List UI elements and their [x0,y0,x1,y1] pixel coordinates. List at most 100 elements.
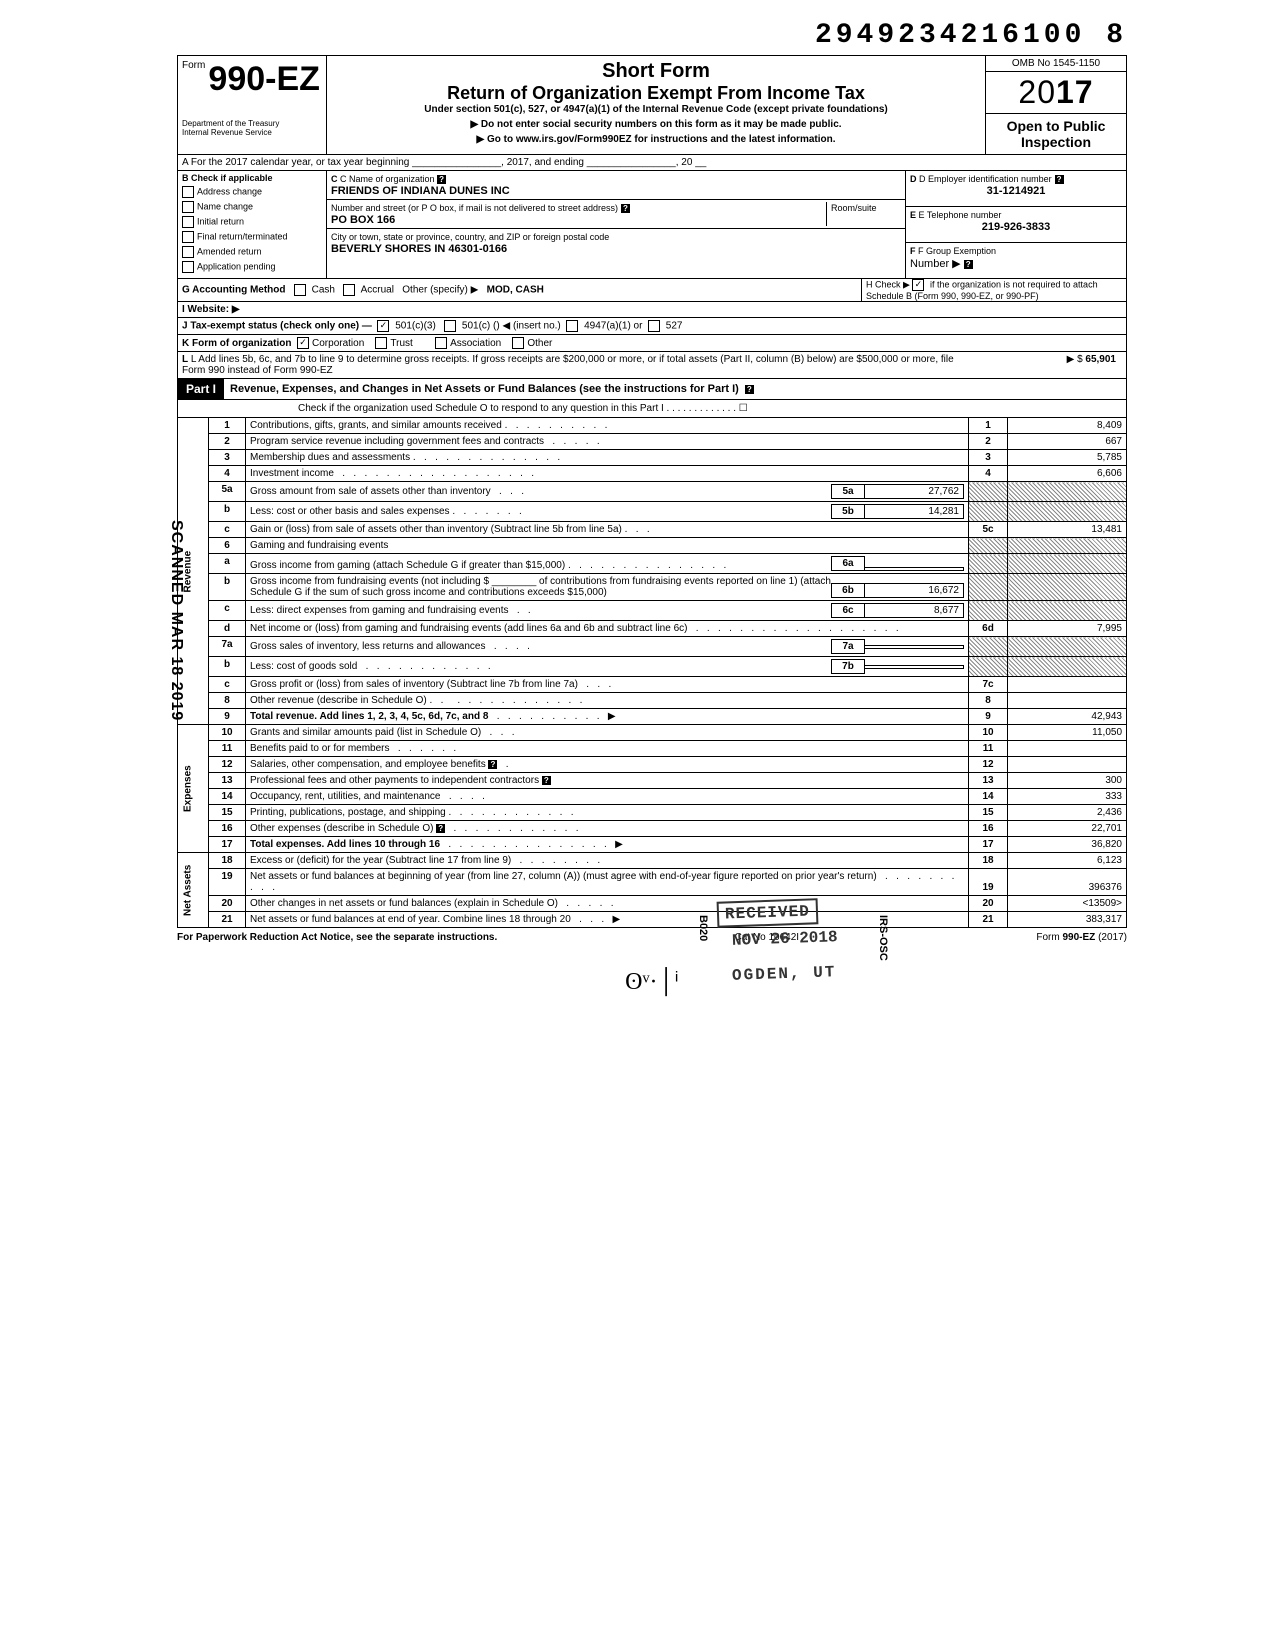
line-10-amount: 11,050 [1008,725,1127,741]
line-2-amount: 667 [1008,434,1127,450]
checkbox-name-change[interactable] [182,201,194,213]
line-6a-amount [865,567,964,571]
checkbox-527[interactable] [648,320,660,332]
org-name: FRIENDS OF INDIANA DUNES INC [331,185,510,197]
section-netassets-label: Net Assets [178,853,209,928]
main-info-block: B Check if applicable Address change Nam… [177,171,1127,279]
line-21-amount: 383,317 [1008,912,1127,928]
city-label: City or town, state or province, country… [331,232,609,242]
info-rows: G Accounting Method Cash Accrual Other (… [177,279,1127,352]
row-j-label: J Tax-exempt status (check only one) — [182,321,372,332]
checkbox-501c3[interactable] [377,320,389,332]
line-16-amount: 22,701 [1008,821,1127,837]
line-5c-amount: 13,481 [1008,522,1127,538]
received-date-stamp: NOV 26 2018 [732,928,838,950]
line-5a-amount: 27,762 [865,484,964,499]
column-c-org-info: C C Name of organization ? FRIENDS OF IN… [327,171,905,278]
received-stamp: RECEIVED [717,898,819,928]
checkbox-cash[interactable] [294,284,306,296]
line-15-amount: 2,436 [1008,805,1127,821]
org-address: PO BOX 166 [331,214,395,226]
line-6c-amount: 8,677 [865,603,964,618]
line-18-amount: 6,123 [1008,853,1127,869]
footer-form: Form 990-EZ (2017) [1036,932,1127,943]
dept-irs: Internal Revenue Service [182,128,322,137]
goto-instructions: ▶ Go to www.irs.gov/Form990EZ for instru… [335,134,977,145]
row-k-label: K Form of organization [182,338,291,349]
line-5b-amount: 14,281 [865,504,964,519]
line-17-total-expenses: 36,820 [1008,837,1127,853]
line-6b-amount: 16,672 [865,583,964,598]
footer-paperwork: For Paperwork Reduction Act Notice, see … [177,932,497,943]
handwritten-initials: ʘᵛ·│ⁱ [177,967,1127,996]
addr-label: Number and street (or P O box, if mail i… [331,203,618,213]
section-expenses-label: Expenses [178,725,209,853]
line-13-amount: 300 [1008,773,1127,789]
subtitle: Under section 501(c), 527, or 4947(a)(1)… [335,104,977,115]
omb-number: OMB No 1545-1150 [986,56,1126,72]
checkbox-initial-return[interactable] [182,216,194,228]
ein-value: 31-1214921 [910,185,1122,197]
checkbox-association[interactable] [435,337,447,349]
room-label: Room/suite [831,203,877,213]
line-19-amount: 396376 [1008,869,1127,896]
gross-receipts-amount: 65,901 [1085,354,1116,365]
short-form-label: Short Form [335,60,977,83]
checkbox-corporation[interactable] [297,337,309,349]
schedule-o-check: Check if the organization used Schedule … [177,400,1127,418]
checkbox-trust[interactable] [375,337,387,349]
return-title: Return of Organization Exempt From Incom… [335,83,977,104]
form-prefix: Form [182,60,205,71]
checkbox-final-return[interactable] [182,231,194,243]
row-i-website: I Website: ▶ [182,304,240,315]
checkbox-501c[interactable] [444,320,456,332]
irs-osc-stamp: IRS-OSC [877,915,889,961]
tel-label: E E Telephone number [910,210,1001,220]
checkbox-amended[interactable] [182,246,194,258]
line-3-amount: 5,785 [1008,450,1127,466]
open-to-public: Open to Public Inspection [986,114,1126,154]
row-a-calendar-year: A For the 2017 calendar year, or tax yea… [177,155,1127,171]
group-exemption-label: F F Group Exemption [910,246,996,256]
org-city: BEVERLY SHORES IN 46301-0166 [331,243,507,255]
b020-stamp: B020 [697,915,709,941]
dept-treasury: Department of the Treasury [182,119,322,128]
ein-label: D D Employer identification number [910,174,1052,184]
col-b-label: B Check if applicable [182,173,322,183]
form-990ez-page: 2949234216100 8 SCANNED MAR 18 2019 Form… [177,20,1127,996]
ogden-stamp: OGDEN, UT [732,963,837,985]
section-revenue-label: Revenue [178,418,209,725]
year-box: OMB No 1545-1150 2017 Open to Public Ins… [985,56,1126,154]
tax-year: 2017 [986,72,1126,114]
part-1-label: Part I [178,379,224,399]
form-header: Form 990-EZ Department of the Treasury I… [177,55,1127,155]
checkbox-h[interactable] [912,279,924,291]
revenue-expense-table: Revenue 1 Contributions, gifts, grants, … [177,418,1127,928]
column-b-checkboxes: B Check if applicable Address change Nam… [178,171,327,278]
line-6d-amount: 7,995 [1008,621,1127,637]
line-14-amount: 333 [1008,789,1127,805]
line-20-amount: <13509> [1008,896,1127,912]
line-4-amount: 6,606 [1008,466,1127,482]
part-1-title: Revenue, Expenses, and Changes in Net As… [224,381,745,397]
top-barcode-number: 2949234216100 8 [177,20,1127,51]
checkbox-application-pending[interactable] [182,261,194,273]
page-footer: For Paperwork Reduction Act Notice, see … [177,928,1127,947]
org-name-label: C C Name of organization ? [331,174,446,184]
tel-value: 219-926-3833 [910,221,1122,233]
checkbox-4947[interactable] [566,320,578,332]
line-9-total-revenue: 42,943 [1008,709,1127,725]
column-de: D D Employer identification number ? 31-… [905,171,1126,278]
form-number: 990-EZ [208,60,320,98]
part-1-header: Part I Revenue, Expenses, and Changes in… [177,379,1127,400]
line-1-amount: 8,409 [1008,418,1127,434]
checkbox-address-change[interactable] [182,186,194,198]
form-number-box: Form 990-EZ Department of the Treasury I… [178,56,327,154]
row-g-label: G Accounting Method [182,285,286,296]
title-box: Short Form Return of Organization Exempt… [327,56,985,154]
checkbox-accrual[interactable] [343,284,355,296]
ssn-warning: ▶ Do not enter social security numbers o… [335,119,977,130]
checkbox-other-org[interactable] [512,337,524,349]
row-l: L L Add lines 5b, 6c, and 7b to line 9 t… [177,352,1127,379]
accounting-other-value: MOD, CASH [487,285,544,296]
